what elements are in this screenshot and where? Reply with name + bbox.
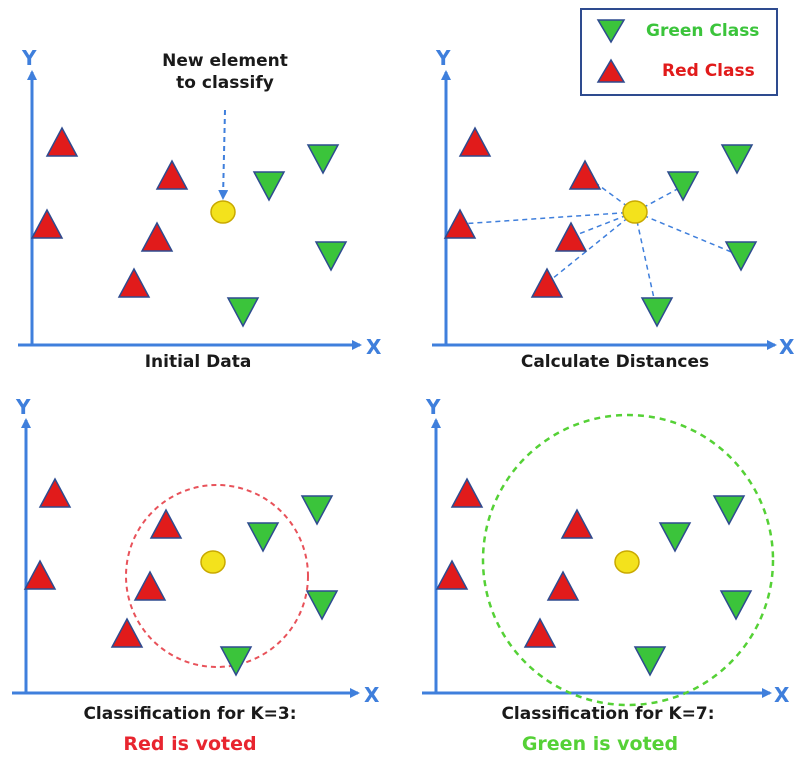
green-class-point [633, 646, 667, 677]
legend-red-label: Red Class [662, 61, 755, 81]
red-class-point [546, 570, 580, 601]
y-axis-label: Y [22, 46, 37, 70]
panel-k7-axes [422, 418, 772, 698]
y-axis-label: Y [16, 395, 31, 419]
k7-neighborhood-circle [481, 413, 775, 707]
caption-calculate-distances: Calculate Distances [520, 352, 710, 372]
caption-k7: Classification for K=7: [501, 704, 715, 724]
panel-k3-axes [12, 418, 360, 698]
distance-lines [459, 174, 742, 313]
red-class-point [140, 221, 174, 252]
green-triangle-icon [596, 19, 626, 44]
x-axis-label: X [364, 683, 380, 707]
red-class-point [443, 208, 477, 239]
red-class-point [523, 617, 557, 648]
red-class-point [30, 208, 64, 239]
red-class-point [530, 267, 564, 298]
distance-line [459, 211, 636, 225]
green-class-point [314, 241, 348, 272]
red-class-point [435, 559, 469, 590]
x-axis-label: X [366, 335, 382, 359]
vote-k7: Green is voted [521, 733, 679, 755]
red-class-point [23, 559, 57, 590]
red-class-point [117, 267, 151, 298]
red-class-point [458, 126, 492, 157]
x-axis-label: X [779, 335, 795, 359]
green-class-point [640, 297, 674, 328]
vote-k3: Red is voted [123, 733, 257, 755]
green-class-point [219, 646, 253, 677]
caption-initial-data: Initial Data [144, 352, 252, 372]
red-class-point [560, 508, 594, 539]
red-class-point [568, 159, 602, 190]
green-class-point [252, 171, 286, 202]
annotation-arrow [218, 109, 229, 200]
panel-initial-axes [18, 70, 362, 350]
green-class-point [300, 495, 334, 526]
distance-line [634, 211, 658, 313]
green-class-point [720, 144, 754, 175]
red-class-point [45, 126, 79, 157]
data-points [23, 126, 758, 677]
green-class-point [712, 495, 746, 526]
annotation-line-1: New element [162, 51, 288, 71]
red-class-point [554, 221, 588, 252]
green-class-point [666, 171, 700, 202]
green-class-point [226, 297, 260, 328]
y-axis-label: Y [426, 395, 441, 419]
green-class-point [306, 144, 340, 175]
caption-k3: Classification for K=3: [83, 704, 297, 724]
red-class-point [110, 617, 144, 648]
distance-line [634, 211, 742, 257]
red-class-point [149, 508, 183, 539]
k3-neighborhood-circle [125, 484, 309, 668]
green-class-point [658, 522, 692, 553]
y-axis-label: Y [436, 46, 451, 70]
green-class-point [719, 590, 753, 621]
red-class-point [450, 477, 484, 508]
panel-distances-axes [432, 70, 777, 350]
legend-green-label: Green Class [646, 21, 760, 41]
new-element-point [200, 550, 226, 574]
red-class-point [155, 159, 189, 190]
x-axis-label: X [774, 683, 790, 707]
red-class-point [133, 570, 167, 601]
red-triangle-icon [596, 58, 626, 83]
red-class-point [38, 477, 72, 508]
new-element-point [614, 550, 640, 574]
new-element-point [622, 200, 648, 224]
new-element-point [210, 200, 236, 224]
annotation-line-2: to classify [176, 73, 274, 93]
green-class-point [724, 241, 758, 272]
legend: Green Class Red Class [580, 8, 778, 96]
annotation-label: New element to classify [150, 50, 300, 94]
green-class-point [246, 522, 280, 553]
distance-line [546, 211, 636, 284]
green-class-point [305, 590, 339, 621]
